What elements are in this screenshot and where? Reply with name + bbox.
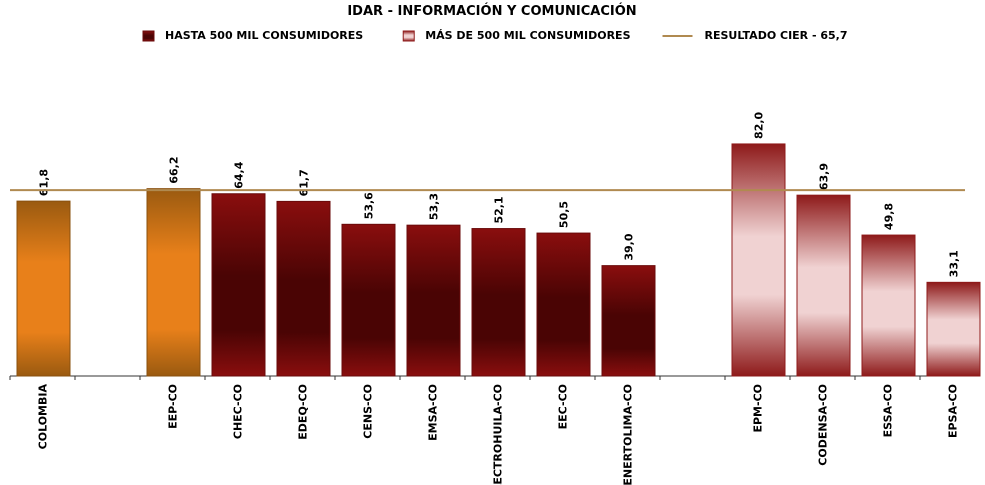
bar bbox=[341, 223, 396, 377]
bar bbox=[16, 200, 71, 377]
value-label: 50,5 bbox=[558, 201, 571, 228]
bar bbox=[861, 234, 916, 377]
x-tick-label: CHEC-CO bbox=[232, 384, 245, 439]
value-label: 61,8 bbox=[38, 169, 51, 196]
value-label: 64,4 bbox=[233, 161, 246, 188]
x-tick-label: EDEQ-CO bbox=[297, 384, 310, 440]
legend-swatch bbox=[402, 30, 415, 42]
x-tick-label: ENERTOLIMA-CO bbox=[622, 384, 635, 485]
bar bbox=[796, 194, 851, 377]
chart-title: IDAR - INFORMACIÓN Y COMUNICACIÓN bbox=[347, 3, 636, 19]
x-tick-label: EPM-CO bbox=[752, 384, 765, 433]
bar bbox=[731, 143, 786, 377]
bar bbox=[536, 232, 591, 377]
value-label: 82,0 bbox=[753, 111, 766, 138]
bar bbox=[926, 281, 981, 377]
legend-swatch bbox=[142, 30, 155, 42]
value-label: 53,3 bbox=[428, 193, 441, 220]
value-label: 52,1 bbox=[493, 196, 506, 223]
bar bbox=[146, 188, 201, 377]
bar bbox=[211, 193, 266, 377]
x-tick-label: EEC-CO bbox=[557, 384, 570, 429]
bar bbox=[601, 265, 656, 377]
bar bbox=[276, 200, 331, 377]
x-tick-label: CENS-CO bbox=[362, 384, 375, 439]
x-tick-label: COLOMBIA bbox=[37, 384, 50, 450]
x-tick-label: ESSA-CO bbox=[882, 384, 895, 437]
bar bbox=[471, 228, 526, 377]
x-tick-label: EEP-CO bbox=[167, 384, 180, 429]
legend-label: RESULTADO CIER - 65,7 bbox=[705, 29, 848, 42]
x-tick-label: ELECTROHUILA-CO bbox=[492, 384, 505, 485]
bar bbox=[406, 224, 461, 377]
x-tick-label: EMSA-CO bbox=[427, 384, 440, 441]
value-label: 61,7 bbox=[298, 169, 311, 196]
legend-label: HASTA 500 MIL CONSUMIDORES bbox=[165, 29, 363, 42]
value-label: 53,6 bbox=[363, 192, 376, 219]
legend-label: MÁS DE 500 MIL CONSUMIDORES bbox=[425, 29, 630, 42]
value-label: 63,9 bbox=[818, 163, 831, 190]
value-label: 66,2 bbox=[168, 157, 181, 184]
x-tick-label: EPSA-CO bbox=[947, 384, 960, 438]
value-label: 49,8 bbox=[883, 203, 896, 230]
value-label: 39,0 bbox=[623, 233, 636, 260]
x-tick-label: CODENSA-CO bbox=[817, 384, 830, 466]
value-label: 33,1 bbox=[948, 250, 961, 277]
